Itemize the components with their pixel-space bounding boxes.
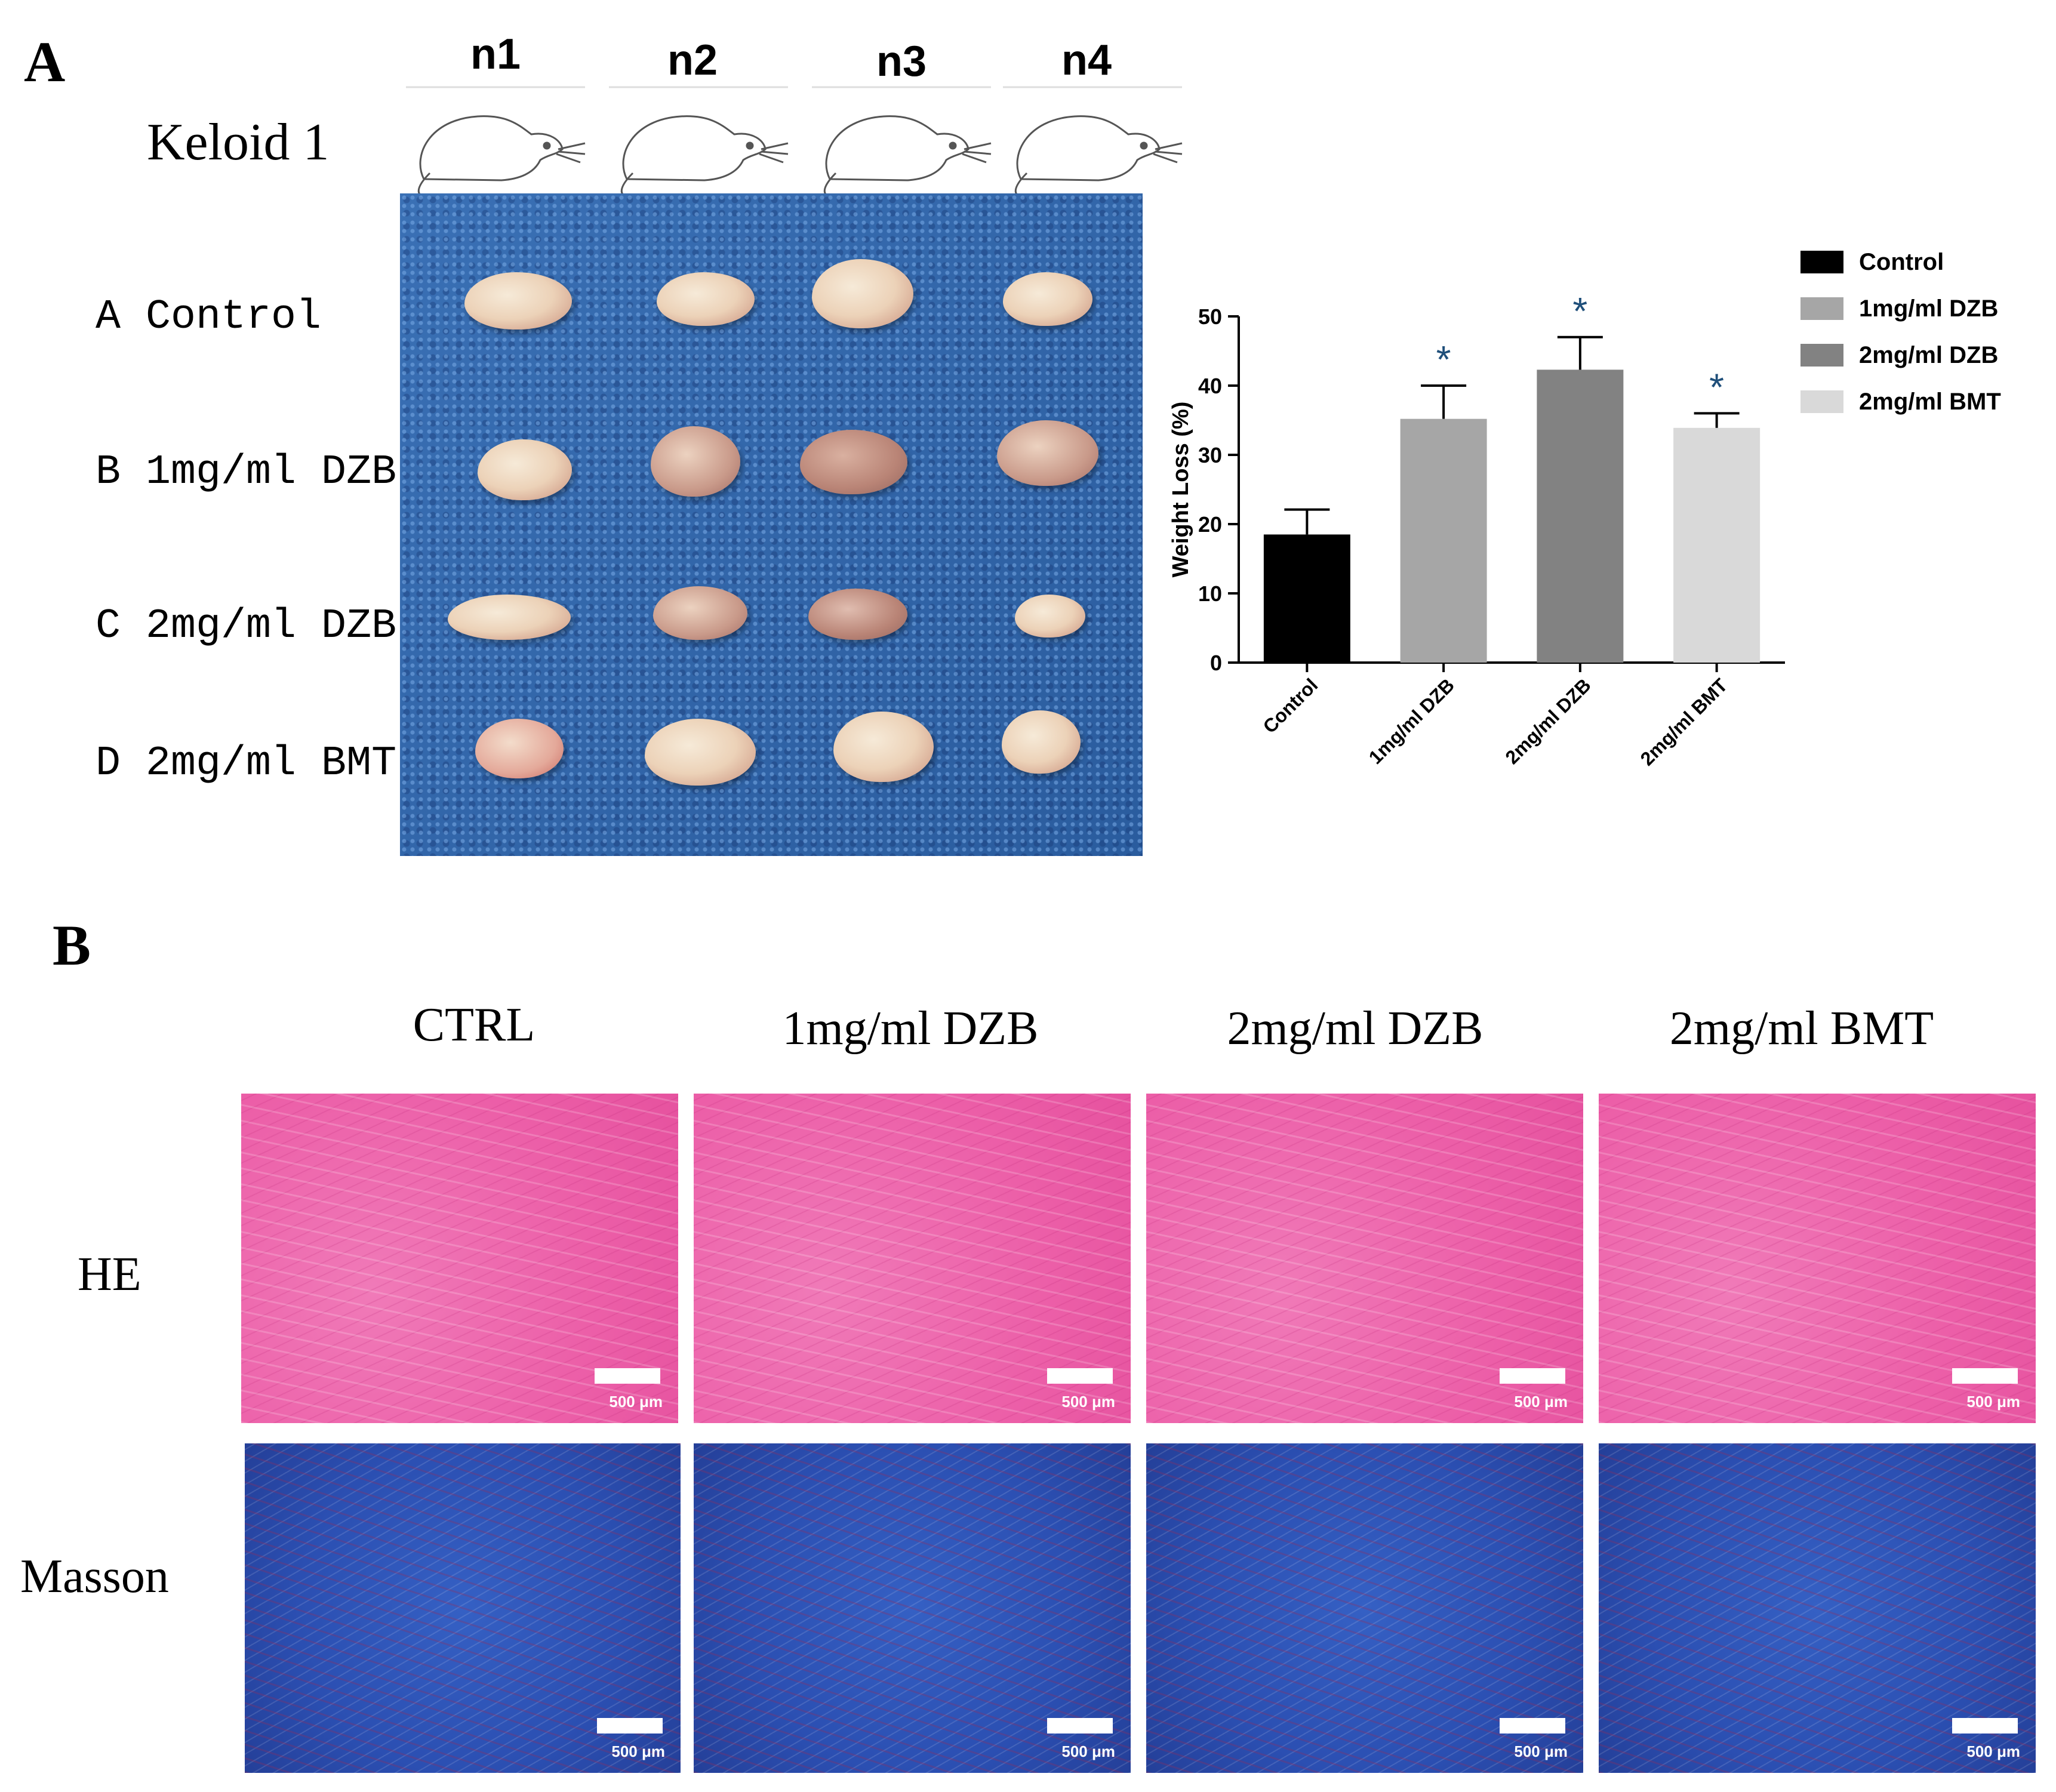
y-axis-label: Weight Loss (%) xyxy=(1168,402,1193,578)
tissue-sample xyxy=(1003,272,1092,326)
y-tick-label: 0 xyxy=(1210,651,1222,675)
legend-label: 2mg/ml DZB xyxy=(1859,342,1998,368)
mouse-icon xyxy=(1003,86,1183,197)
weight-loss-bar-chart: 0 10 20 30 40 50 Weight Loss (%) Control * 1mg/ml… xyxy=(1168,249,2001,769)
tissue-sample xyxy=(651,426,740,497)
scale-bar xyxy=(1952,1368,2018,1384)
column-label-2mg-dzb: 2mg/ml DZB xyxy=(1227,1002,1483,1055)
chart-legend: Control 1mg/ml DZB 2mg/ml DZB 2mg/ml BMT xyxy=(1800,249,2001,415)
he-micrograph-2mg-bmt: 500 μm xyxy=(1599,1094,2036,1423)
tissue-sample xyxy=(475,719,564,778)
scale-bar xyxy=(1952,1718,2018,1734)
row-label-masson: Masson xyxy=(20,1550,169,1603)
row-label-he: HE xyxy=(78,1248,141,1301)
legend-label: 1mg/ml DZB xyxy=(1859,295,1998,322)
scale-label: 500 μm xyxy=(611,1742,665,1760)
column-label-n2: n2 xyxy=(667,36,718,84)
tissue-sample xyxy=(657,272,755,326)
legend-swatch xyxy=(1800,251,1843,273)
masson-micrograph-2mg-dzb: 500 μm xyxy=(1146,1443,1583,1773)
bar-1 xyxy=(1400,418,1487,663)
legend-label: 2mg/ml BMT xyxy=(1859,389,2001,415)
panel-b-letter: B xyxy=(53,913,91,977)
keloid-photo xyxy=(400,193,1143,856)
tissue-sample xyxy=(478,439,572,500)
significance-star: * xyxy=(1709,365,1724,408)
scale-bar xyxy=(1047,1718,1113,1734)
scale-label: 500 μm xyxy=(1966,1393,2020,1411)
mouse-icon xyxy=(609,86,789,197)
scale-bar xyxy=(597,1718,663,1734)
tissue-sample xyxy=(448,595,571,640)
bar-2 xyxy=(1537,370,1624,663)
tissue-sample xyxy=(812,259,913,328)
legend-swatch xyxy=(1800,344,1843,367)
significance-star: * xyxy=(1572,290,1587,332)
scale-bar xyxy=(1500,1718,1565,1734)
tissue-sample xyxy=(800,430,907,494)
x-tick-label: 2mg/ml BMT xyxy=(1636,674,1732,769)
bar-3 xyxy=(1673,427,1760,663)
column-label-1mg-dzb: 1mg/ml DZB xyxy=(782,1002,1039,1055)
column-label-2mg-bmt: 2mg/ml BMT xyxy=(1669,1002,1934,1055)
mouse-icon xyxy=(812,86,992,197)
mouse-icon xyxy=(406,86,586,197)
column-label-ctrl: CTRL xyxy=(413,999,535,1051)
scale-bar xyxy=(1047,1368,1113,1384)
y-tick-label: 30 xyxy=(1198,443,1222,467)
row-label-2mg-bmt: D 2mg/ml BMT xyxy=(96,740,397,787)
chart-plot-area: 0 10 20 30 40 50 Weight Loss (%) Control * 1mg/ml… xyxy=(1168,290,1785,769)
tissue-sample xyxy=(833,712,934,782)
column-label-n1: n1 xyxy=(470,30,521,78)
row-label-1mg-dzb: B 1mg/ml DZB xyxy=(96,449,397,496)
y-tick-label: 10 xyxy=(1198,581,1222,606)
scale-label: 500 μm xyxy=(1966,1742,2020,1760)
row-label-control: A Control xyxy=(96,294,322,341)
scale-label: 500 μm xyxy=(1514,1393,1568,1411)
scale-bar xyxy=(1500,1368,1565,1384)
keloid-label: Keloid 1 xyxy=(147,113,330,171)
masson-micrograph-ctrl: 500 μm xyxy=(245,1443,681,1773)
row-label-2mg-dzb: C 2mg/ml DZB xyxy=(96,603,397,650)
column-label-n4: n4 xyxy=(1061,36,1112,84)
x-tick-label: 1mg/ml DZB xyxy=(1365,674,1458,768)
he-micrograph-2mg-dzb: 500 μm xyxy=(1146,1094,1583,1423)
scale-label: 500 μm xyxy=(1061,1742,1115,1760)
y-tick-label: 20 xyxy=(1198,512,1222,537)
x-tick-label: 2mg/ml DZB xyxy=(1501,674,1595,768)
scale-bar xyxy=(595,1368,660,1384)
scale-label: 500 μm xyxy=(609,1393,663,1411)
legend-swatch xyxy=(1800,297,1843,320)
tissue-sample xyxy=(808,589,907,640)
tissue-sample xyxy=(464,272,572,330)
legend-label: Control xyxy=(1859,249,1944,275)
y-tick-label: 40 xyxy=(1198,374,1222,398)
masson-micrograph-2mg-bmt: 500 μm xyxy=(1599,1443,2036,1773)
masson-micrograph-1mg-dzb: 500 μm xyxy=(694,1443,1131,1773)
he-micrograph-1mg-dzb: 500 μm xyxy=(694,1094,1131,1423)
tissue-sample xyxy=(997,420,1098,486)
significance-star: * xyxy=(1436,338,1451,381)
tissue-sample xyxy=(1002,710,1081,774)
mouse-icons xyxy=(406,86,1183,197)
tissue-sample xyxy=(645,719,756,786)
scale-label: 500 μm xyxy=(1061,1393,1115,1411)
legend-swatch xyxy=(1800,390,1843,413)
column-label-n3: n3 xyxy=(876,38,927,85)
y-tick-label: 50 xyxy=(1198,304,1222,329)
panel-a-letter: A xyxy=(24,30,66,94)
tissue-sample xyxy=(1015,595,1085,638)
bar-0 xyxy=(1263,534,1350,663)
scale-label: 500 μm xyxy=(1514,1742,1568,1760)
tissue-sample xyxy=(653,586,747,640)
x-tick-label: Control xyxy=(1258,674,1322,737)
he-micrograph-ctrl: 500 μm xyxy=(241,1094,678,1423)
